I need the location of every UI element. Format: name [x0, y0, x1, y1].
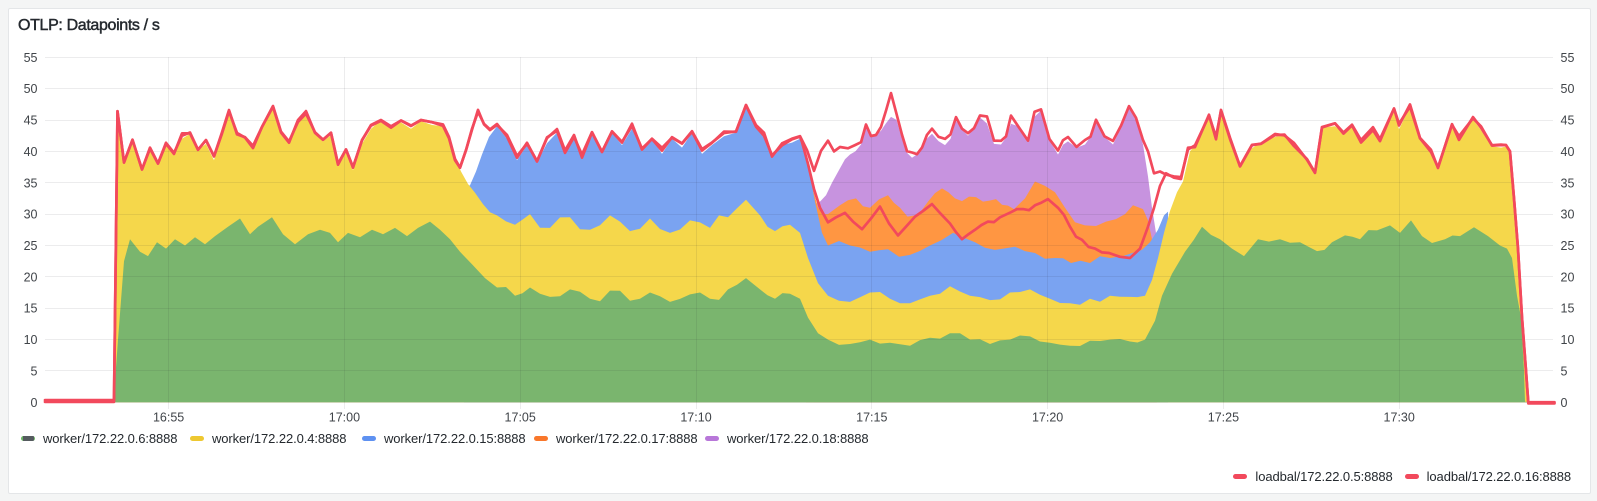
svg-text:17:20: 17:20 [1032, 411, 1063, 425]
svg-text:50: 50 [1561, 82, 1575, 96]
svg-text:35: 35 [1561, 176, 1575, 190]
svg-text:20: 20 [1561, 270, 1575, 284]
svg-text:10: 10 [24, 333, 38, 347]
svg-text:35: 35 [24, 176, 38, 190]
svg-text:15: 15 [24, 302, 38, 316]
svg-text:25: 25 [1561, 239, 1575, 253]
svg-text:17:10: 17:10 [680, 411, 711, 425]
svg-text:0: 0 [1561, 396, 1568, 410]
svg-text:16:55: 16:55 [153, 411, 184, 425]
svg-text:45: 45 [24, 114, 38, 128]
svg-text:0: 0 [31, 396, 38, 410]
svg-text:45: 45 [1561, 114, 1575, 128]
svg-text:17:30: 17:30 [1384, 411, 1415, 425]
svg-text:55: 55 [1561, 51, 1575, 65]
svg-text:17:00: 17:00 [329, 411, 360, 425]
svg-text:17:25: 17:25 [1208, 411, 1239, 425]
svg-text:30: 30 [1561, 208, 1575, 222]
svg-text:40: 40 [1561, 145, 1575, 159]
svg-text:20: 20 [24, 270, 38, 284]
svg-text:10: 10 [1561, 333, 1575, 347]
svg-text:17:15: 17:15 [856, 411, 887, 425]
svg-text:15: 15 [1561, 302, 1575, 316]
svg-text:40: 40 [24, 145, 38, 159]
svg-text:17:05: 17:05 [505, 411, 536, 425]
svg-text:5: 5 [1561, 364, 1568, 378]
svg-text:25: 25 [24, 239, 38, 253]
svg-text:50: 50 [24, 82, 38, 96]
svg-text:5: 5 [31, 364, 38, 378]
svg-text:30: 30 [24, 208, 38, 222]
svg-text:55: 55 [24, 51, 38, 65]
